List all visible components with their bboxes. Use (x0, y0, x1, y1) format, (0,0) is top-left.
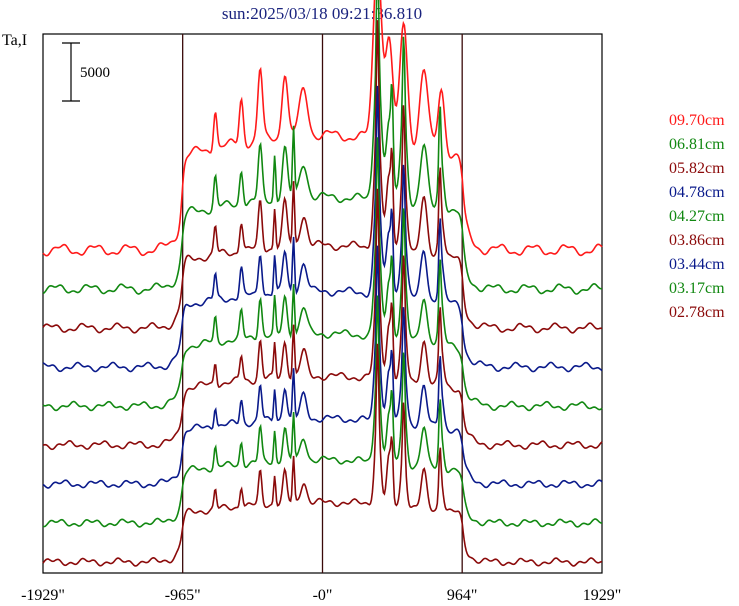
series-trace (42, 85, 603, 373)
scale-bar-label: 5000 (80, 65, 110, 81)
y-axis-label: Ta,I (2, 32, 27, 49)
legend-entry: 05.82cm (669, 160, 725, 177)
legend-entry: 03.44cm (669, 256, 725, 273)
series-trace (42, 188, 603, 451)
scale-bar: 5000 (62, 42, 110, 102)
legend-entry: 02.78cm (669, 304, 725, 321)
series-trace (42, 137, 603, 412)
legend-entry: 04.27cm (669, 208, 725, 225)
series-trace (42, 0, 602, 295)
x-tick-label: -0" (313, 587, 333, 604)
series-trace (42, 245, 603, 489)
x-tick-label: 964" (447, 587, 478, 604)
series-trace (42, 343, 603, 567)
series-trace (42, 0, 603, 257)
legend-entry: 06.81cm (669, 136, 725, 153)
legend-entry: 03.17cm (669, 280, 725, 297)
legend-entry: 03.86cm (669, 232, 725, 249)
legend-entry: 09.70cm (669, 112, 725, 129)
series-traces (42, 0, 603, 567)
chart-title: sun:2025/03/18 09:21:36.810 (222, 4, 422, 23)
legend-entry: 04.78cm (669, 184, 725, 201)
x-tick-label: -965" (165, 587, 201, 604)
x-tick-labels: -1929" -965" -0" 964" 1929" (21, 587, 621, 604)
series-trace (42, 295, 603, 528)
series-trace (42, 20, 603, 334)
x-tick-label: 1929" (583, 587, 622, 604)
x-tick-label: -1929" (21, 587, 65, 604)
legend: 09.70cm 06.81cm 05.82cm 04.78cm 04.27cm 03.86… (669, 112, 725, 321)
